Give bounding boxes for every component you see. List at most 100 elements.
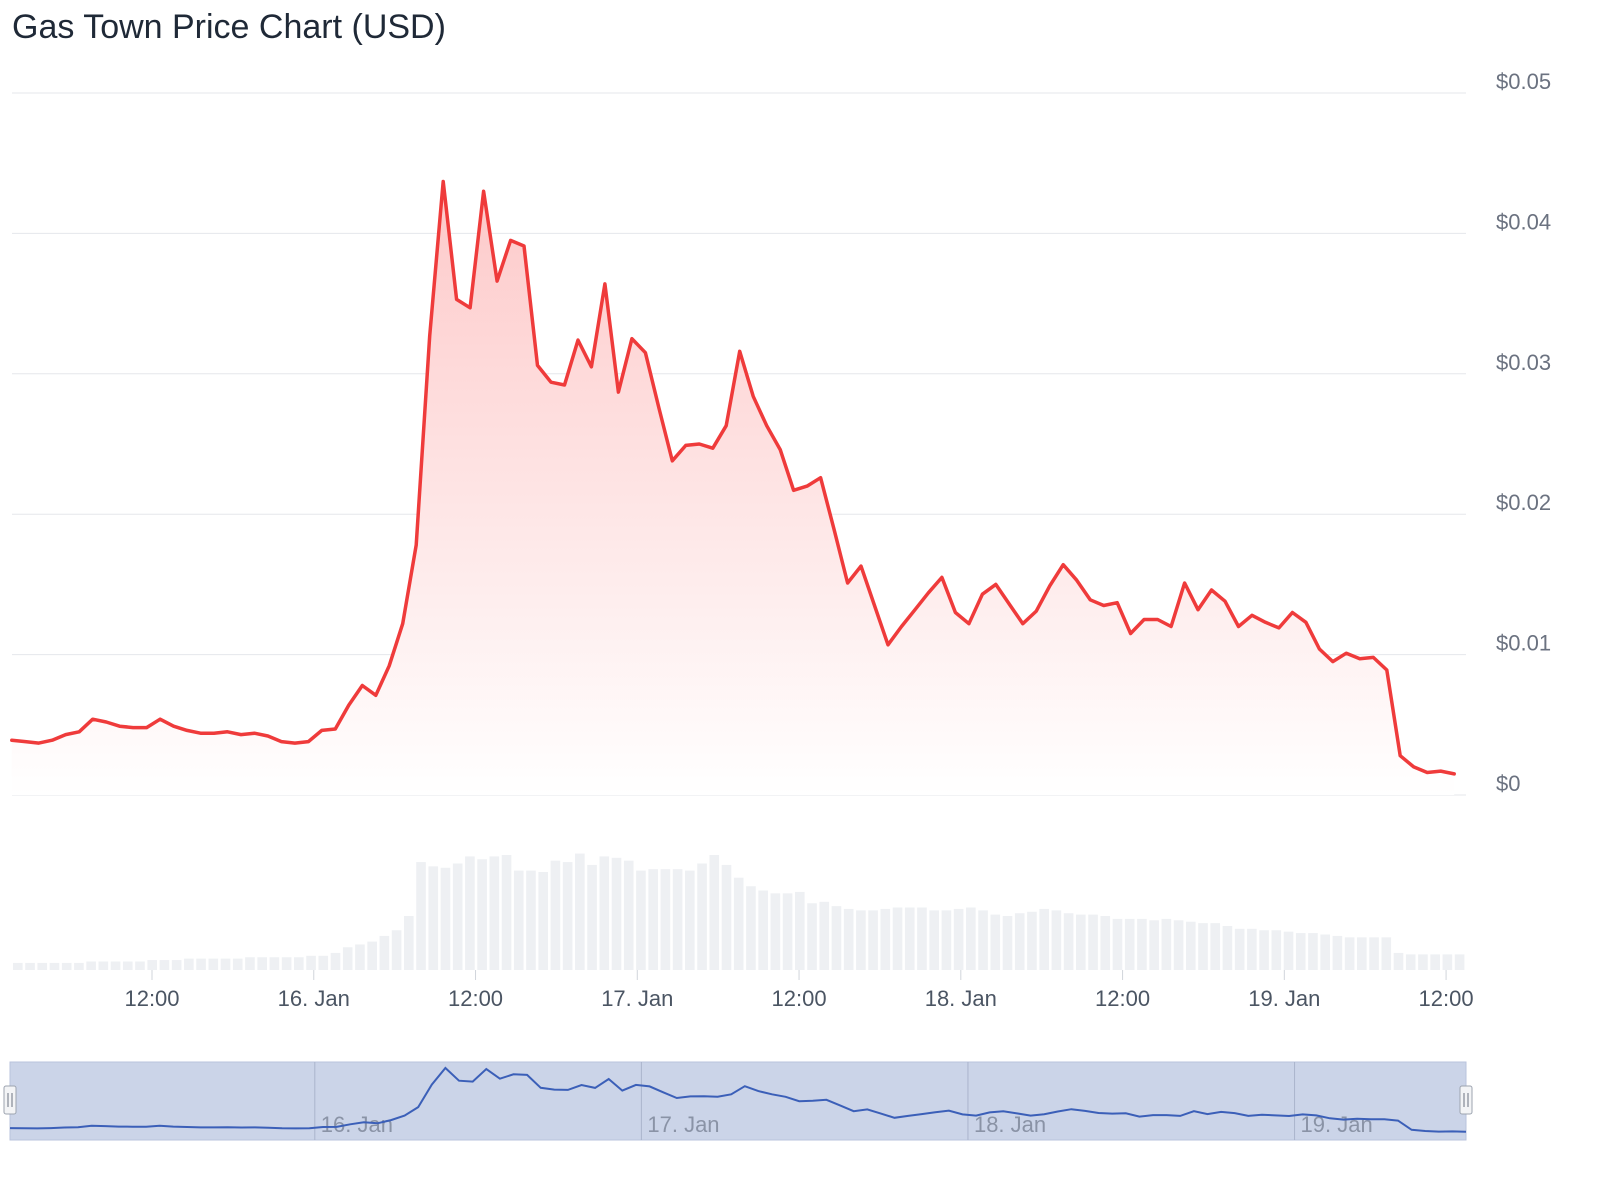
volume-bar	[685, 870, 695, 970]
volume-bar	[1271, 930, 1282, 970]
volume-bar	[86, 961, 96, 970]
volume-bar	[1076, 914, 1086, 970]
volume-bar	[917, 907, 927, 970]
navigator-date-label: 17. Jan	[647, 1112, 719, 1137]
volume-bar	[904, 907, 915, 970]
navigator-series	[9, 1066, 1467, 1133]
volume-bar	[37, 962, 48, 970]
x-tick-label: 16. Jan	[278, 986, 350, 1011]
volume-bar	[794, 891, 805, 970]
volume-bar	[966, 907, 976, 970]
volume-bar	[1051, 910, 1062, 970]
volume-bar	[733, 877, 744, 970]
volume-bar	[330, 952, 341, 970]
volume-bar	[477, 859, 487, 970]
volume-bar	[147, 960, 158, 970]
volume-bar	[1308, 933, 1318, 970]
volume-bar	[171, 960, 182, 970]
volume-bar	[61, 962, 72, 970]
volume-bar	[208, 958, 219, 970]
volume-bar	[49, 962, 60, 970]
price-series	[10, 179, 1456, 795]
volume-bar	[929, 910, 940, 970]
volume-bar	[770, 893, 781, 970]
volume-bar	[1454, 954, 1465, 970]
y-tick-label: $0	[1496, 771, 1520, 796]
volume-bar	[1320, 934, 1330, 970]
volume-bar	[318, 955, 329, 970]
volume-bar	[1039, 908, 1049, 970]
volume-bar	[196, 958, 206, 970]
x-axis-ticks: 12:00 16. Jan 12:00 17. Jan 12:00 18. Jan 12:0…	[124, 970, 1474, 1011]
volume-bar	[1088, 914, 1098, 970]
volume-bar	[978, 910, 988, 970]
volume-bar	[1332, 935, 1343, 970]
volume-bar	[1430, 954, 1440, 970]
volume-bar	[1234, 928, 1245, 970]
volume-bar	[1295, 933, 1306, 970]
x-tick-label: 12:00	[1419, 986, 1474, 1011]
y-tick-label: $0.03	[1496, 350, 1551, 375]
volume-bar	[1283, 931, 1294, 970]
volume-bar	[1173, 920, 1184, 970]
volume-bar	[416, 862, 426, 970]
volume-bar	[1357, 937, 1367, 970]
x-tick-label: 17. Jan	[601, 986, 673, 1011]
volume-bar	[391, 930, 402, 970]
volume-bar	[941, 910, 952, 970]
volume-bar	[13, 962, 23, 970]
volume-bar	[746, 886, 756, 970]
volume-bar	[953, 908, 964, 970]
navigator-range[interactable]	[9, 1061, 1467, 1141]
volume-bar	[1247, 928, 1257, 970]
volume-bar	[1124, 918, 1135, 970]
volume-bar	[709, 854, 720, 970]
volume-bar	[440, 867, 451, 970]
volume-bar	[306, 955, 316, 970]
navigator-handle-right[interactable]	[1459, 1085, 1473, 1115]
x-tick-label: 12:00	[772, 986, 827, 1011]
volume-bar	[220, 958, 231, 970]
volume-bar	[990, 914, 1001, 970]
handle-grip[interactable]	[1459, 1085, 1473, 1115]
volume-bar	[245, 957, 255, 970]
volume-bar	[452, 863, 463, 970]
volume-bar	[562, 862, 573, 970]
volume-bar	[648, 869, 658, 970]
navigator[interactable]: 16. Jan 17. Jan 18. Jan 19. Jan	[3, 1061, 1473, 1141]
volume-bar	[1185, 921, 1196, 970]
navigator-date-label: 19. Jan	[1301, 1112, 1373, 1137]
volume-bar	[1063, 913, 1074, 970]
handle-grip[interactable]	[3, 1085, 17, 1115]
volume-bar	[623, 860, 634, 970]
volume-bar	[403, 916, 414, 970]
x-tick-label: 12:00	[448, 986, 503, 1011]
volume-bar	[367, 941, 377, 970]
volume-bar	[526, 870, 536, 970]
volume-bar	[489, 856, 500, 970]
volume-bar	[1149, 920, 1159, 970]
volume-bar	[868, 910, 878, 970]
volume-bar	[135, 961, 145, 970]
volume-bar	[74, 962, 84, 970]
volume-bar	[1381, 937, 1392, 970]
volume-bar	[880, 908, 891, 970]
y-axis-ticks: $0.05 $0.04 $0.03 $0.02 $0.01 $0	[1496, 69, 1551, 796]
y-tick-label: $0.01	[1496, 631, 1551, 656]
volume-bar	[856, 910, 866, 970]
volume-bar	[1137, 918, 1147, 970]
navigator-handle-left[interactable]	[3, 1085, 17, 1115]
volume-bar	[513, 870, 524, 970]
volume-bar	[538, 872, 549, 970]
volume-bar	[758, 890, 768, 970]
volume-bar	[1222, 925, 1233, 970]
volume-bar	[843, 908, 854, 970]
volume-bar	[575, 853, 585, 970]
volume-bar	[1161, 918, 1172, 970]
volume-bar	[1198, 923, 1208, 970]
volume-bar	[1100, 916, 1111, 970]
volume-bar	[269, 957, 280, 970]
x-tick-label: 19. Jan	[1248, 986, 1320, 1011]
x-tick-label: 18. Jan	[925, 986, 997, 1011]
